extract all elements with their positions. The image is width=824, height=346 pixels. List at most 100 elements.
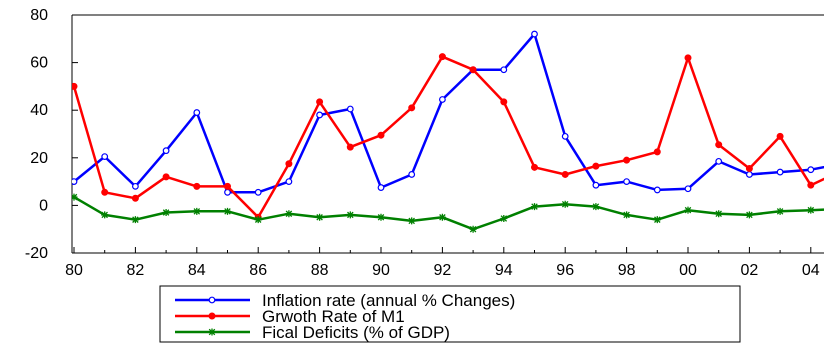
data-point bbox=[377, 131, 385, 139]
data-point bbox=[101, 211, 109, 219]
x-tick-label: 98 bbox=[618, 262, 636, 279]
data-point bbox=[561, 170, 569, 178]
data-point bbox=[500, 214, 508, 222]
data-point bbox=[208, 312, 216, 320]
data-point bbox=[561, 132, 569, 140]
x-tick-label: 02 bbox=[741, 262, 759, 279]
data-point bbox=[623, 211, 631, 219]
data-point bbox=[254, 216, 262, 224]
x-tick-label: 86 bbox=[249, 262, 267, 279]
data-point bbox=[807, 166, 815, 174]
x-tick-label: 90 bbox=[372, 262, 390, 279]
data-point bbox=[653, 216, 661, 224]
data-point bbox=[776, 132, 784, 140]
series-layer bbox=[72, 30, 824, 233]
data-point bbox=[285, 160, 293, 168]
data-point bbox=[316, 98, 324, 106]
data-point bbox=[131, 194, 139, 202]
y-tick-label: 40 bbox=[30, 102, 48, 119]
data-point bbox=[715, 141, 723, 149]
data-point bbox=[131, 182, 139, 190]
x-tick-label: 88 bbox=[311, 262, 329, 279]
y-tick-label: -20 bbox=[25, 245, 48, 262]
data-point bbox=[193, 207, 201, 215]
data-point bbox=[807, 181, 815, 189]
data-point bbox=[346, 143, 354, 151]
y-tick-label: 60 bbox=[30, 55, 48, 72]
x-tick-label: 92 bbox=[434, 262, 452, 279]
data-point bbox=[162, 147, 170, 155]
data-point bbox=[101, 153, 109, 161]
data-point bbox=[408, 104, 416, 112]
data-point bbox=[592, 162, 600, 170]
data-point bbox=[72, 82, 78, 90]
x-ticks: 80 82 84 86 88 90 92 94 96 98 00 02 04 bbox=[65, 247, 820, 279]
data-point bbox=[408, 217, 416, 225]
y-tick-label: 80 bbox=[30, 7, 48, 24]
x-tick-label: 94 bbox=[495, 262, 513, 279]
data-point bbox=[684, 185, 692, 193]
data-point bbox=[531, 163, 538, 171]
legend-label: Inflation rate (annual % Changes) bbox=[262, 291, 515, 310]
data-point bbox=[684, 54, 692, 62]
x-tick-label: 84 bbox=[188, 262, 206, 279]
data-point bbox=[561, 200, 569, 208]
data-point bbox=[531, 203, 538, 211]
data-point bbox=[531, 30, 538, 38]
data-point bbox=[224, 207, 231, 215]
data-point bbox=[653, 148, 661, 156]
data-point bbox=[807, 206, 815, 214]
data-point bbox=[131, 216, 139, 224]
legend-label: Fical Deficits (% of GDP) bbox=[262, 323, 450, 342]
data-point bbox=[254, 188, 262, 196]
data-point bbox=[439, 96, 446, 103]
data-point bbox=[745, 211, 753, 219]
data-point bbox=[377, 184, 385, 191]
data-point bbox=[776, 207, 784, 215]
data-point bbox=[72, 178, 78, 185]
data-point bbox=[285, 178, 293, 186]
x-tick-label: 04 bbox=[802, 262, 820, 279]
data-point bbox=[653, 186, 661, 194]
data-point bbox=[162, 209, 170, 217]
data-point bbox=[623, 156, 631, 164]
data-point bbox=[101, 188, 109, 196]
y-ticks: 80 60 40 20 0 -20 bbox=[25, 7, 78, 262]
data-point bbox=[285, 210, 293, 218]
data-point bbox=[500, 66, 508, 74]
data-point bbox=[500, 98, 508, 106]
data-point bbox=[316, 213, 324, 221]
data-point bbox=[592, 181, 600, 189]
x-tick-label: 80 bbox=[65, 262, 83, 279]
x-tick-label: 00 bbox=[679, 262, 697, 279]
data-point bbox=[408, 171, 416, 178]
series-line bbox=[73, 196, 824, 231]
data-point bbox=[208, 296, 216, 304]
series-2 bbox=[72, 53, 824, 221]
data-point bbox=[684, 206, 692, 214]
legend-label: Grwoth Rate of M1 bbox=[262, 307, 405, 326]
data-point bbox=[346, 211, 354, 219]
data-point bbox=[469, 66, 477, 74]
data-point bbox=[469, 225, 477, 233]
data-point bbox=[193, 182, 201, 190]
data-point bbox=[377, 213, 385, 221]
series-line bbox=[72, 55, 824, 219]
data-point bbox=[746, 171, 753, 178]
data-point bbox=[193, 109, 201, 116]
data-point bbox=[592, 203, 600, 211]
y-tick-label: 0 bbox=[39, 197, 48, 214]
data-point bbox=[208, 328, 216, 336]
legend-box bbox=[159, 285, 741, 343]
data-point bbox=[224, 188, 231, 196]
data-point bbox=[72, 193, 78, 201]
data-point bbox=[224, 182, 231, 190]
y-tick-label: 20 bbox=[30, 150, 48, 167]
data-point bbox=[438, 53, 446, 61]
series-1 bbox=[72, 30, 824, 196]
series-line bbox=[73, 32, 824, 194]
series-3 bbox=[72, 193, 824, 233]
data-point bbox=[162, 173, 170, 181]
data-point bbox=[715, 157, 723, 165]
